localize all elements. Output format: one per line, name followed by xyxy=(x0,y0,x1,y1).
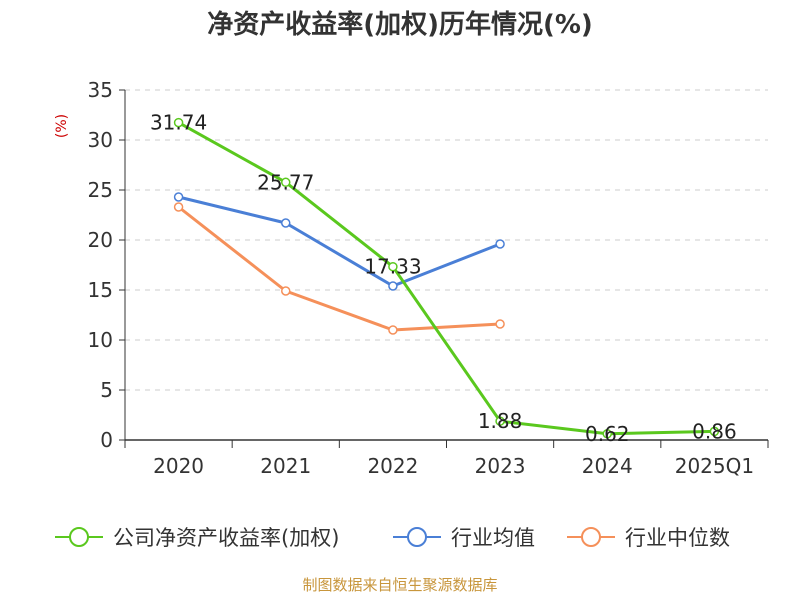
data-point xyxy=(388,281,398,291)
legend-item-0[interactable]: 公司净资产收益率(加权) xyxy=(55,526,339,550)
legend-item-1[interactable]: 行业均值 xyxy=(393,526,535,550)
legend-marker-icon xyxy=(69,527,89,547)
series-line-2 xyxy=(177,205,501,332)
legend-label: 公司净资产收益率(加权) xyxy=(113,526,339,550)
y-tick-label: 5 xyxy=(100,378,113,402)
data-point xyxy=(495,416,505,426)
x-tick-label: 2020 xyxy=(153,454,204,478)
data-point xyxy=(281,286,291,296)
x-tick-label: 2024 xyxy=(582,454,633,478)
legend-marker-icon xyxy=(407,527,427,547)
chart-title: 净资产收益率(加权)历年情况(%) xyxy=(207,9,593,40)
data-point xyxy=(388,261,398,272)
y-tick-label: 35 xyxy=(88,78,113,102)
grid-lines xyxy=(125,89,768,391)
legend-label: 行业中位数 xyxy=(625,526,730,550)
data-point xyxy=(388,325,398,335)
y-tick-label: 30 xyxy=(88,128,113,152)
data-point xyxy=(495,239,505,249)
y-tick-label: 15 xyxy=(88,278,113,302)
data-labels: 31.74 25.77 17.33 1.88 0.62 0.86 xyxy=(150,111,737,446)
x-tick-label: 2022 xyxy=(367,454,418,478)
data-point xyxy=(281,218,291,228)
data-label: 1.88 xyxy=(478,409,523,433)
y-axis-unit-label: (%) xyxy=(54,114,70,138)
data-label: 17.33 xyxy=(364,255,421,279)
data-point xyxy=(281,177,291,188)
x-tick-label: 2025Q1 xyxy=(675,454,754,478)
y-tick-label: 25 xyxy=(88,178,113,202)
series-line-0 xyxy=(177,121,715,436)
series-group xyxy=(173,117,720,439)
data-point xyxy=(709,426,720,437)
data-label: 0.86 xyxy=(692,419,737,443)
data-point xyxy=(173,192,184,202)
legend[interactable]: 公司净资产收益率(加权) 行业均值 行业中位数 xyxy=(55,526,730,550)
legend-label: 行业均值 xyxy=(451,526,535,550)
x-tick-labels: 2020 2021 2022 2023 2024 2025Q1 xyxy=(153,454,754,478)
data-label: 31.74 xyxy=(150,111,207,135)
x-tick-label: 2021 xyxy=(260,454,311,478)
y-tick-label: 20 xyxy=(88,228,113,252)
y-tick-label: 0 xyxy=(100,428,113,452)
legend-marker-icon xyxy=(581,527,601,547)
data-point xyxy=(495,319,505,329)
source-note: 制图数据来自恒生聚源数据库 xyxy=(302,576,497,594)
data-point xyxy=(602,429,612,439)
x-tick-label: 2023 xyxy=(475,454,526,478)
axes xyxy=(119,89,769,448)
legend-item-2[interactable]: 行业中位数 xyxy=(567,526,730,550)
data-label: 0.62 xyxy=(585,422,630,446)
data-point xyxy=(173,202,184,212)
y-tick-label: 10 xyxy=(88,328,113,352)
y-tick-labels: 0 5 10 15 20 25 30 35 xyxy=(88,78,113,452)
data-label: 25.77 xyxy=(257,170,314,194)
series-line-1 xyxy=(178,195,501,288)
data-point xyxy=(173,117,184,128)
